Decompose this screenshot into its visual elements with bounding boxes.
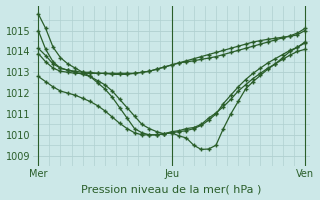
X-axis label: Pression niveau de la mer( hPa ): Pression niveau de la mer( hPa ) [81,184,262,194]
